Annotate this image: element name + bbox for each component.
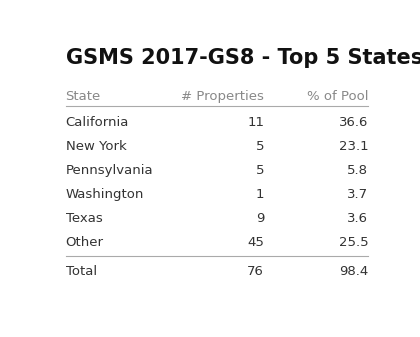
Text: Total: Total [66,265,97,278]
Text: 5: 5 [256,140,264,153]
Text: State: State [66,90,101,103]
Text: 9: 9 [256,212,264,225]
Text: New York: New York [66,140,126,153]
Text: # Properties: # Properties [181,90,264,103]
Text: Pennsylvania: Pennsylvania [66,164,153,177]
Text: 25.5: 25.5 [339,236,368,249]
Text: 45: 45 [247,236,264,249]
Text: 5.8: 5.8 [347,164,368,177]
Text: 23.1: 23.1 [339,140,368,153]
Text: 1: 1 [256,188,264,201]
Text: GSMS 2017-GS8 - Top 5 States: GSMS 2017-GS8 - Top 5 States [66,48,420,68]
Text: 5: 5 [256,164,264,177]
Text: Texas: Texas [66,212,102,225]
Text: 36.6: 36.6 [339,116,368,129]
Text: 98.4: 98.4 [339,265,368,278]
Text: Washington: Washington [66,188,144,201]
Text: California: California [66,116,129,129]
Text: 11: 11 [247,116,264,129]
Text: 3.6: 3.6 [347,212,368,225]
Text: Other: Other [66,236,103,249]
Text: 76: 76 [247,265,264,278]
Text: 3.7: 3.7 [347,188,368,201]
Text: % of Pool: % of Pool [307,90,368,103]
